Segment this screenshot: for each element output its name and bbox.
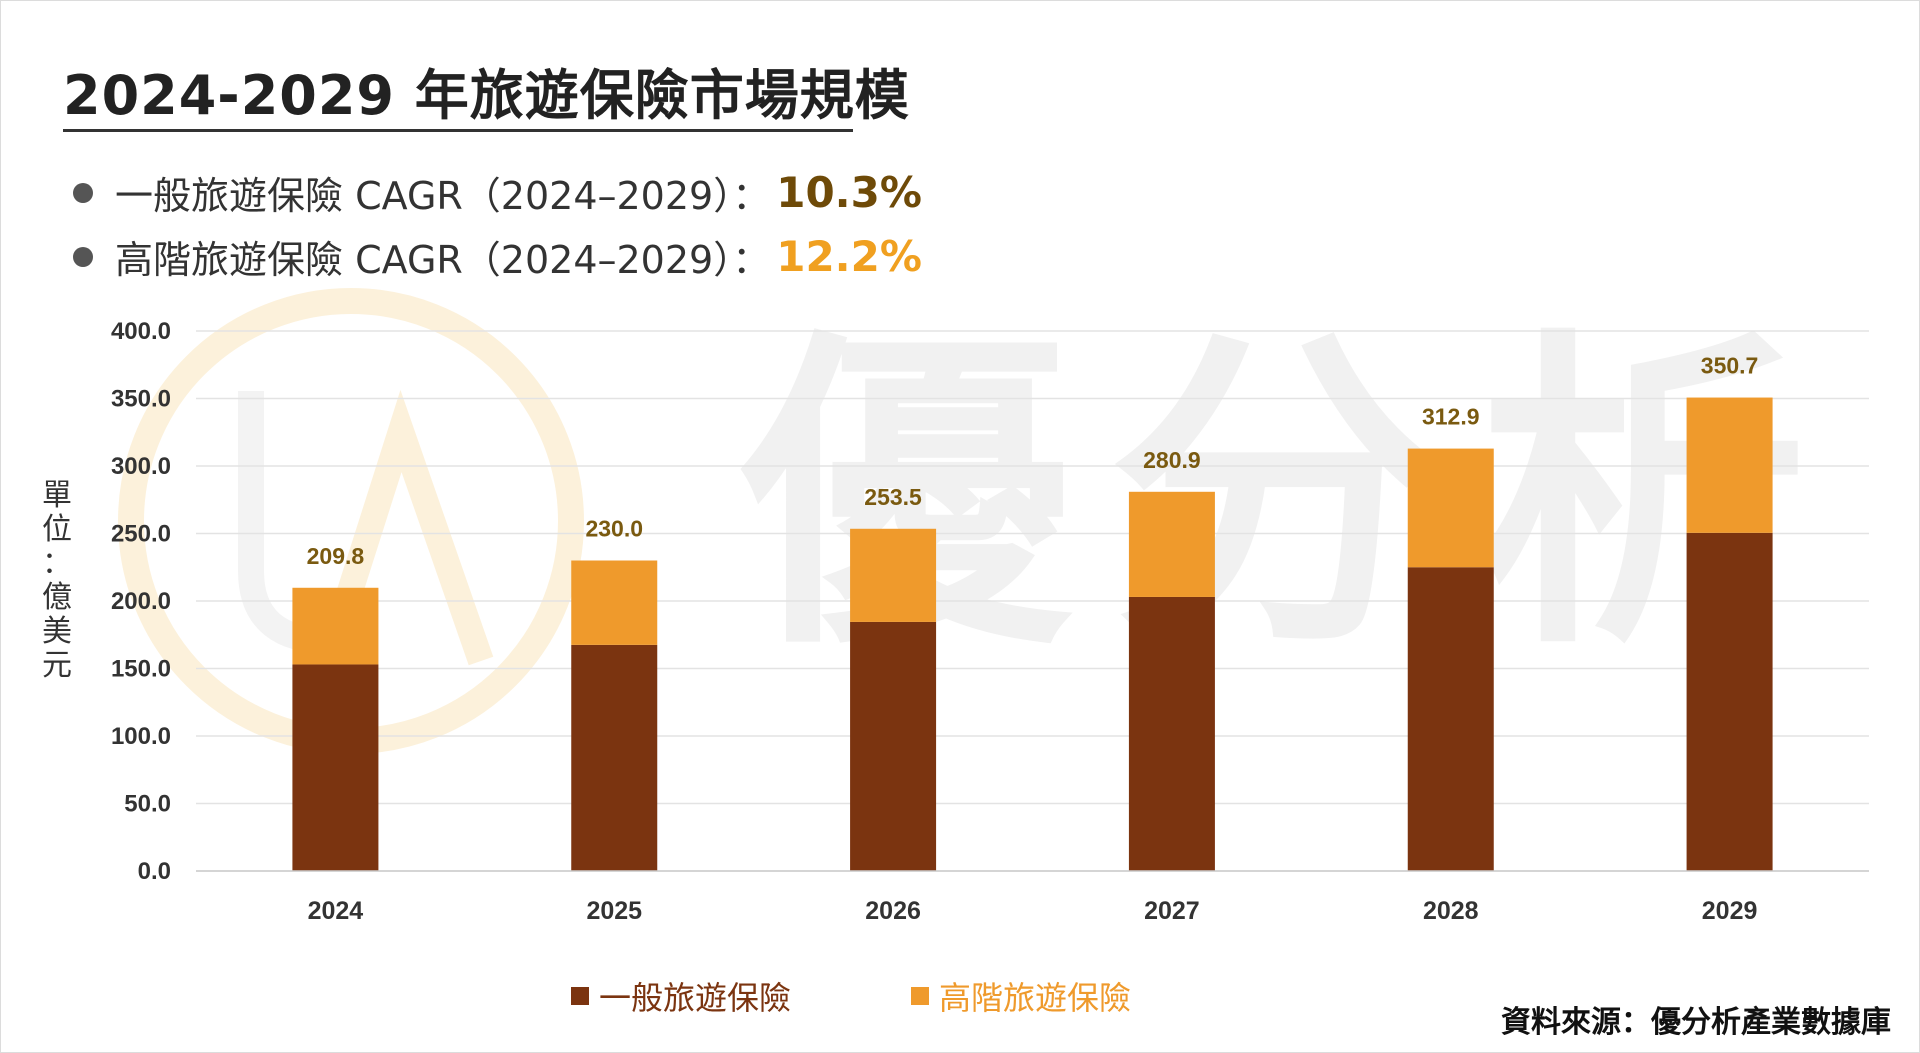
x-tick-label: 2027 xyxy=(1144,897,1200,925)
cagr-premium-label: 高階旅遊保險 CAGR（2024–2029）： xyxy=(115,238,771,282)
y-tick-label: 0.0 xyxy=(138,858,171,885)
bar-general xyxy=(292,664,379,871)
bar-total-label: 253.5 xyxy=(864,484,922,510)
x-tick-label: 2029 xyxy=(1702,897,1758,925)
legend-item-general: 一般旅遊保險 xyxy=(571,973,791,1019)
legend-swatch-premium xyxy=(911,987,930,1005)
bar-general xyxy=(1407,567,1494,871)
bar-total-label: 350.7 xyxy=(1701,353,1759,379)
legend-item-premium: 高階旅遊保險 xyxy=(911,973,1131,1019)
bar-total-label: 230.0 xyxy=(585,516,643,542)
chart-title: 2024-2029 年旅遊保險市場規模 xyxy=(63,64,910,127)
cagr-premium-row: 高階旅遊保險 CAGR（2024–2029）： 12.2% xyxy=(73,229,922,284)
cagr-general-row: 一般旅遊保險 CAGR（2024–2029）： 10.3% xyxy=(73,165,922,220)
legend-label-premium: 高階旅遊保險 xyxy=(939,979,1132,1017)
bar-premium xyxy=(292,587,379,665)
y-tick-label: 50.0 xyxy=(124,791,171,818)
cagr-general-value: 10.3% xyxy=(776,168,922,217)
bar-premium xyxy=(571,560,658,645)
legend-label-general: 一般旅遊保險 xyxy=(599,979,792,1017)
bar-total-label: 209.8 xyxy=(307,543,365,569)
source-note: 資料來源：優分析產業數據庫 xyxy=(1501,1005,1891,1040)
x-tick-label: 2028 xyxy=(1423,897,1479,925)
y-tick-label: 200.0 xyxy=(111,588,171,615)
y-tick-label: 100.0 xyxy=(111,723,171,750)
bar-total-label: 280.9 xyxy=(1143,447,1201,473)
x-tick-label: 2024 xyxy=(308,897,364,925)
bar-premium xyxy=(1128,491,1215,597)
bar-general xyxy=(571,644,658,871)
bar-premium xyxy=(1686,397,1773,533)
bar-general xyxy=(1686,532,1773,871)
y-tick-label: 400.0 xyxy=(111,318,171,345)
legend-swatch-general xyxy=(571,987,589,1005)
x-tick-label: 2025 xyxy=(586,897,642,925)
y-axis-unit-label: 單位：億美元 xyxy=(42,478,72,683)
bar-total-label: 312.9 xyxy=(1422,404,1480,430)
bar-general xyxy=(850,621,937,871)
bar-premium xyxy=(1407,448,1494,568)
y-tick-label: 350.0 xyxy=(111,386,171,413)
title-underline xyxy=(63,129,853,132)
y-tick-label: 250.0 xyxy=(111,521,171,548)
y-tick-label: 150.0 xyxy=(111,656,171,683)
x-tick-label: 2026 xyxy=(865,897,921,925)
legend: 一般旅遊保險 高階旅遊保險 xyxy=(571,973,1251,1019)
bullet-icon xyxy=(73,182,93,203)
cagr-general-label: 一般旅遊保險 CAGR（2024–2029）： xyxy=(115,174,771,218)
cagr-premium-value: 12.2% xyxy=(776,232,922,281)
bar-premium xyxy=(850,528,937,622)
bullet-icon xyxy=(73,246,93,267)
y-tick-label: 300.0 xyxy=(111,453,171,480)
bar-general xyxy=(1128,596,1215,871)
